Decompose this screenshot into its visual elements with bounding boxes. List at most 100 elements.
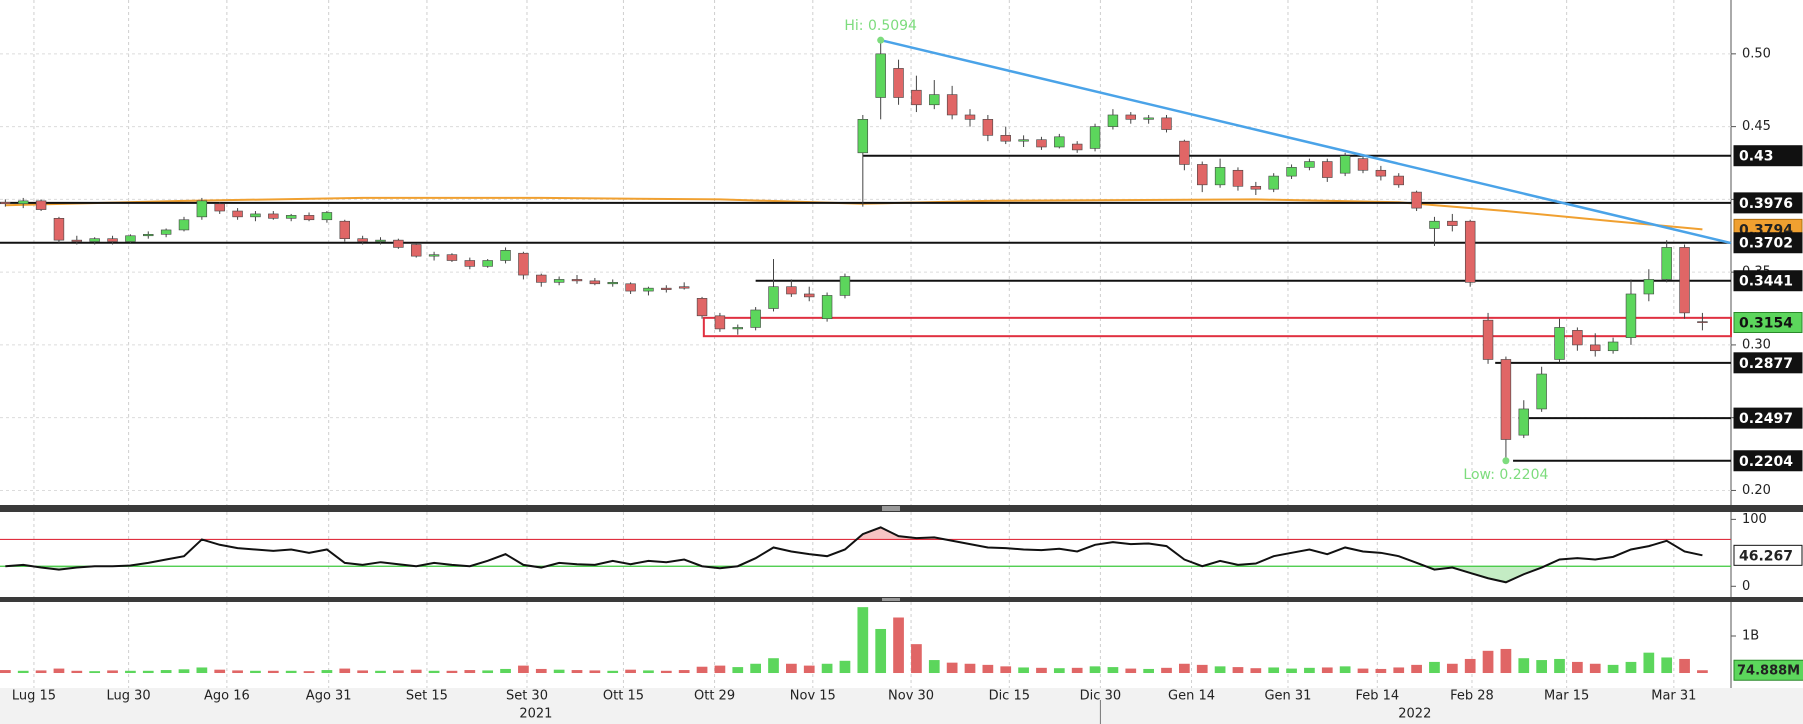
volume-bar	[714, 665, 726, 674]
candle-body	[232, 210, 243, 218]
candle-body	[929, 94, 940, 106]
volume-bar	[1411, 664, 1422, 674]
candle-body	[428, 254, 440, 257]
volume-bar	[1393, 667, 1405, 674]
candle-body	[1536, 373, 1547, 410]
candle-body	[1286, 167, 1297, 177]
candle-body	[303, 215, 315, 221]
candle-body	[1000, 135, 1011, 142]
candle-body	[1107, 114, 1119, 127]
volume-bar	[1482, 650, 1494, 674]
volume-bar	[911, 644, 922, 674]
trend-line	[880, 38, 1732, 245]
volume-bar	[446, 670, 458, 674]
volume-bar	[1000, 666, 1012, 674]
volume-bar	[1536, 660, 1548, 674]
candle-body	[750, 309, 761, 328]
y-tick-label: 0.20	[1742, 483, 1771, 498]
year-label: 2022	[1398, 707, 1431, 722]
volume-bar	[214, 669, 226, 674]
candle-body	[1375, 169, 1387, 177]
annotation-point	[1502, 457, 1510, 465]
volume-bar	[1572, 661, 1583, 674]
volume-bar	[250, 670, 261, 674]
candle-body	[1661, 247, 1672, 280]
volume-bar	[393, 670, 404, 674]
oversold-fill	[5, 566, 1703, 583]
candle-body	[1482, 319, 1494, 360]
level-label-box	[1733, 407, 1803, 429]
volume-bar	[1321, 667, 1333, 674]
candle-body	[625, 283, 636, 292]
volume-bar	[53, 668, 65, 674]
volume-bar	[1036, 667, 1047, 674]
volume-bar	[89, 671, 101, 674]
candle-body	[1304, 161, 1315, 168]
candle-body	[411, 244, 422, 257]
volume-bar	[928, 660, 940, 674]
last-price-label-box	[1733, 312, 1803, 334]
candle-body	[1518, 408, 1529, 436]
volume-bar	[946, 662, 958, 674]
candle-body	[18, 200, 29, 205]
x-tick-label: Gen 31	[1264, 689, 1311, 704]
candle-body	[1036, 139, 1047, 148]
candle-body	[107, 238, 118, 242]
candle-body	[571, 279, 583, 282]
candle-body	[1590, 344, 1601, 352]
level-label: 0.2204	[1739, 454, 1793, 470]
level-label-box	[1733, 352, 1803, 374]
candle-body	[553, 279, 565, 283]
volume-bar	[875, 628, 887, 674]
y-tick-label: 0.30	[1742, 337, 1771, 352]
candle-body	[1411, 191, 1422, 209]
volume-bar	[500, 668, 511, 674]
volume-bar	[571, 670, 583, 674]
volume-bar	[285, 670, 297, 674]
candle-body	[143, 234, 154, 237]
separator-handle	[882, 506, 900, 511]
candle-body	[1214, 167, 1226, 186]
candle-body	[678, 286, 690, 289]
last-price-label: 0.3154	[1739, 316, 1793, 332]
y-tick-label: 0.50	[1742, 46, 1771, 61]
x-tick-label: Lug 30	[107, 689, 151, 704]
volume-bar	[1643, 652, 1655, 674]
volume-bar	[1214, 666, 1226, 674]
candle-body	[893, 68, 904, 98]
volume-bar	[1625, 661, 1637, 674]
volume-bar	[1500, 648, 1512, 674]
candle-body	[357, 238, 368, 242]
candle-body	[214, 203, 225, 212]
volume-bar	[303, 671, 315, 674]
volume-bar	[428, 670, 440, 674]
volume-bar	[1053, 668, 1065, 674]
volume-bar	[786, 663, 797, 674]
volume-bar	[678, 670, 690, 674]
level-label: 0.2877	[1739, 356, 1793, 372]
volume-bar	[0, 670, 11, 674]
candle-body	[375, 239, 386, 242]
panel-separator	[0, 597, 1803, 602]
candle-body	[1161, 117, 1172, 130]
volume-bar	[1554, 658, 1565, 674]
annotation: Hi: 0.5094	[844, 18, 917, 34]
volume-bar	[1089, 666, 1101, 674]
volume-bar	[821, 663, 833, 674]
volume-bar	[267, 670, 279, 674]
candle-body	[1197, 164, 1208, 186]
volume-bar	[17, 670, 29, 674]
level-label-box	[1733, 232, 1803, 254]
candle-body	[178, 219, 190, 231]
candle-body	[1089, 126, 1101, 149]
candle-body	[1357, 158, 1369, 171]
candle-body	[393, 239, 404, 248]
level-label: 0.3702	[1739, 236, 1793, 252]
candle-body	[71, 239, 83, 242]
candle-body	[732, 327, 743, 330]
volume-bar	[839, 660, 851, 674]
x-tick-label: Ago 31	[306, 689, 352, 704]
candle-body	[1322, 161, 1333, 178]
